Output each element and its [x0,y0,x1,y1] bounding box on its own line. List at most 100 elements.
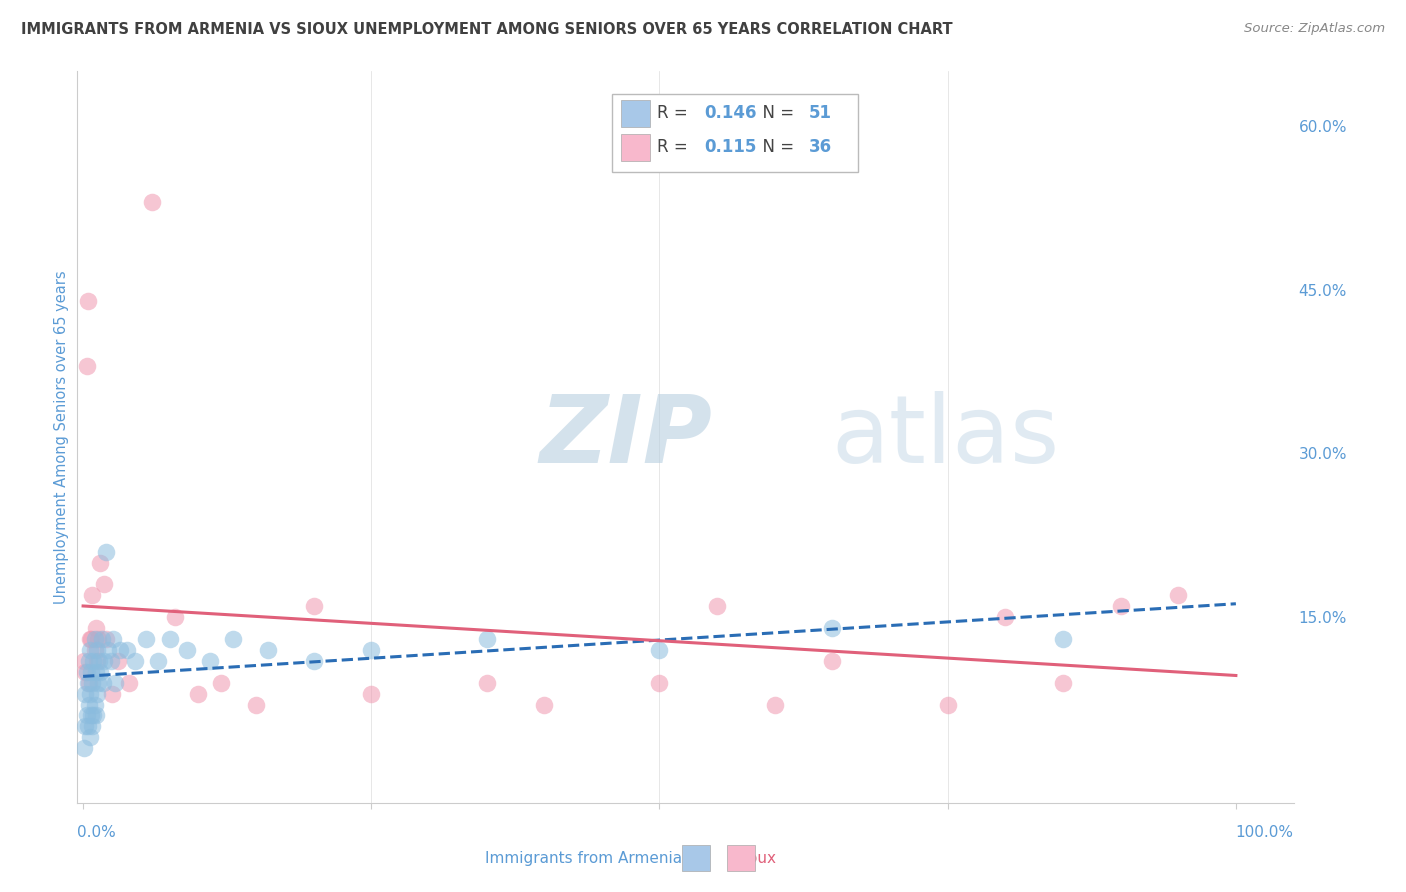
Point [648,643,671,657]
Point [165,610,187,624]
Point [141,195,163,210]
Point [256,643,278,657]
Point [1052,632,1074,646]
Point [90,632,112,646]
Point [89,665,111,679]
Point [77,675,100,690]
Text: IMMIGRANTS FROM ARMENIA VS SIOUX UNEMPLOYMENT AMONG SENIORS OVER 65 YEARS CORREL: IMMIGRANTS FROM ARMENIA VS SIOUX UNEMPLO… [21,22,953,37]
Point [82,719,104,733]
Text: 36: 36 [808,138,831,156]
Point [80,708,103,723]
Point [89,556,111,570]
Point [89,654,111,668]
Point [82,708,104,723]
Point [73,654,96,668]
Text: Source: ZipAtlas.com: Source: ZipAtlas.com [1244,22,1385,36]
Point [73,741,96,756]
Point [84,708,107,723]
Point [821,621,844,635]
Point [86,687,108,701]
Text: 100.0%: 100.0% [1236,825,1294,840]
Point [93,654,115,668]
Point [79,643,101,657]
Point [80,632,103,646]
Point [77,654,100,668]
Point [76,675,98,690]
Point [75,665,97,679]
Point [94,545,117,559]
Point [176,643,198,657]
Point [84,621,107,635]
Point [86,643,108,657]
Point [763,698,786,712]
Point [82,588,104,602]
Point [79,632,101,646]
Point [533,698,555,712]
Point [1109,599,1132,614]
Point [76,293,98,308]
Point [94,632,117,646]
Point [936,698,959,712]
Text: N =: N = [752,138,800,156]
Text: 51: 51 [808,104,831,122]
Point [648,675,671,690]
Point [83,698,105,712]
Text: Immigrants from Armenia: Immigrants from Armenia [485,851,682,865]
Point [821,654,844,668]
Point [108,643,131,657]
Point [83,632,105,646]
Text: atlas: atlas [831,391,1060,483]
Point [1052,675,1074,690]
Point [80,665,103,679]
Point [107,654,129,668]
Text: 0.146: 0.146 [704,104,756,122]
Point [222,632,245,646]
Point [100,654,122,668]
Point [75,719,97,733]
Point [994,610,1017,624]
Point [187,687,209,701]
Point [302,599,325,614]
Text: Sioux: Sioux [734,851,776,865]
Point [83,643,105,657]
Point [77,698,100,712]
Point [76,719,98,733]
Point [101,687,124,701]
Point [82,675,104,690]
Text: 0.115: 0.115 [704,138,756,156]
Point [118,675,141,690]
Point [76,665,98,679]
Text: R =: R = [657,104,693,122]
Point [245,698,267,712]
Point [84,665,107,679]
Point [159,632,181,646]
Point [79,687,101,701]
Point [475,675,498,690]
Point [124,654,146,668]
Point [135,632,157,646]
Point [75,687,97,701]
Y-axis label: Unemployment Among Seniors over 65 years: Unemployment Among Seniors over 65 years [53,270,69,604]
Point [706,599,728,614]
Point [97,643,120,657]
Point [93,577,115,591]
Text: N =: N = [752,104,800,122]
Point [79,731,101,745]
Text: 0.0%: 0.0% [77,825,117,840]
Point [209,675,232,690]
Point [101,632,124,646]
Point [360,687,382,701]
Point [87,675,110,690]
Point [302,654,325,668]
Point [475,632,498,646]
Point [360,643,382,657]
Point [104,675,127,690]
Point [76,708,98,723]
Text: R =: R = [657,138,693,156]
Point [91,675,114,690]
Point [82,654,104,668]
Point [86,654,108,668]
Point [87,632,110,646]
Point [1167,588,1189,602]
Point [198,654,221,668]
